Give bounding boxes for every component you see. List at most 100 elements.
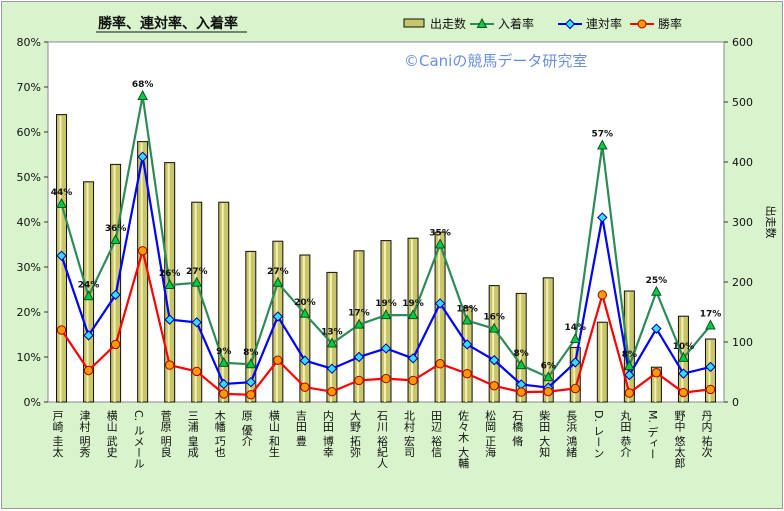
y2-tick-label: 100 (732, 336, 753, 349)
marker-連対率 (245, 376, 257, 388)
marker-連対率 (191, 317, 202, 328)
marker-入着率 (137, 89, 148, 100)
data-label: 68% (132, 80, 154, 90)
data-label: 25% (646, 276, 668, 286)
y-tick-label: 80% (17, 36, 41, 49)
marker-勝率 (489, 381, 499, 391)
legend-label: 入着率 (498, 16, 534, 31)
legend-label: 勝率 (658, 16, 682, 31)
y-tick-label: 40% (17, 216, 41, 229)
marker-入着率 (245, 358, 257, 369)
y2-tick-label: 400 (732, 156, 753, 169)
marker-入着率 (651, 285, 662, 296)
data-label: 10% (673, 342, 695, 352)
marker-勝率 (110, 339, 121, 350)
marker-入着率 (191, 276, 203, 287)
marker-勝率 (273, 355, 283, 365)
marker-入着率 (110, 233, 121, 244)
y2-tick-label: 300 (732, 216, 753, 229)
y-tick-label: 20% (17, 306, 41, 319)
data-label: 24% (78, 280, 100, 290)
marker-連対率 (570, 357, 581, 368)
marker-勝率 (246, 390, 256, 400)
x-category-label: 野中 悠太郎 (673, 410, 686, 469)
x-category-label: 木幡 巧也 (213, 410, 226, 458)
marker-連対率 (705, 361, 716, 373)
marker-連対率 (434, 298, 446, 309)
marker-勝率 (56, 325, 67, 335)
marker-勝率 (83, 365, 94, 376)
x-category-label: 松岡 正海 (484, 409, 497, 458)
data-label: 14% (565, 323, 587, 333)
marker-勝率 (300, 382, 310, 392)
marker-入着率 (596, 139, 608, 150)
marker-連対率 (353, 351, 365, 363)
data-label: 35% (429, 229, 451, 239)
marker-勝率 (597, 290, 608, 300)
marker-入着率 (569, 332, 581, 343)
data-label: 44% (51, 188, 73, 198)
y2-tick-label: 500 (732, 96, 753, 109)
data-label: 19% (375, 299, 397, 309)
x-category-label: 津村 明秀 (78, 410, 91, 458)
marker-連対率 (380, 343, 392, 354)
y-tick-label: 50% (17, 171, 41, 184)
data-label: 13% (321, 328, 343, 338)
marker-勝率 (705, 384, 716, 395)
data-label: 57% (592, 130, 614, 140)
marker-連対率 (164, 314, 175, 325)
marker-連対率 (218, 378, 229, 390)
data-label: 17% (700, 310, 722, 320)
data-label: 18% (456, 305, 478, 315)
marker-入着率 (83, 290, 94, 301)
x-category-label: 田辺 裕信 (430, 410, 443, 458)
marker-連対率 (624, 369, 635, 381)
marker-連対率 (272, 311, 284, 322)
data-label: 9% (216, 347, 231, 357)
marker-入着率 (515, 359, 527, 370)
marker-勝率 (381, 373, 391, 384)
legend-swatch-bar (403, 18, 425, 28)
x-category-label: C. ルメール (132, 410, 145, 469)
legend-marker (637, 19, 647, 29)
x-category-label: 石川 裕紀人 (376, 410, 389, 469)
y-tick-label: 30% (17, 261, 41, 274)
marker-入着率 (705, 319, 716, 330)
marker-勝率 (327, 386, 337, 397)
data-label: 27% (267, 267, 289, 277)
x-category-label: 石橋 脩 (511, 410, 524, 447)
x-category-label: 丸田 恭介 (619, 410, 632, 458)
y2-axis-label: 出走数 (764, 206, 778, 239)
x-category-label: 横山 和生 (267, 409, 280, 458)
x-category-label: 原 優介 (240, 410, 253, 447)
data-label: 6% (541, 361, 556, 371)
marker-勝率 (678, 387, 689, 398)
legend-label: 連対率 (586, 16, 622, 31)
y-tick-label: 10% (17, 351, 41, 364)
x-category-label: 丹内 祐次 (700, 410, 713, 458)
x-category-label: 大野 拓弥 (348, 409, 361, 458)
marker-連対率 (137, 151, 148, 162)
marker-連対率 (110, 289, 121, 301)
marker-入着率 (326, 337, 338, 348)
x-category-label: M. ディー (646, 410, 659, 459)
marker-連対率 (407, 353, 419, 364)
marker-勝率 (462, 368, 472, 379)
marker-勝率 (435, 359, 445, 369)
x-category-label: 長浜 鴻緒 (565, 410, 578, 458)
marker-入着率 (299, 307, 311, 318)
x-category-label: 内田 博幸 (321, 409, 334, 458)
marker-連対率 (299, 355, 311, 366)
x-category-label: 三浦 皇成 (186, 410, 199, 458)
x-category-label: 柴田 大知 (538, 409, 551, 458)
marker-入着率 (461, 314, 473, 325)
marker-入着率 (56, 197, 67, 208)
data-label: 17% (348, 309, 370, 319)
y-tick-label: 70% (17, 81, 41, 94)
y-tick-label: 60% (17, 126, 41, 139)
x-category-label: D. レーン (592, 410, 605, 458)
marker-入着率 (488, 322, 500, 333)
marker-入着率 (434, 238, 446, 249)
